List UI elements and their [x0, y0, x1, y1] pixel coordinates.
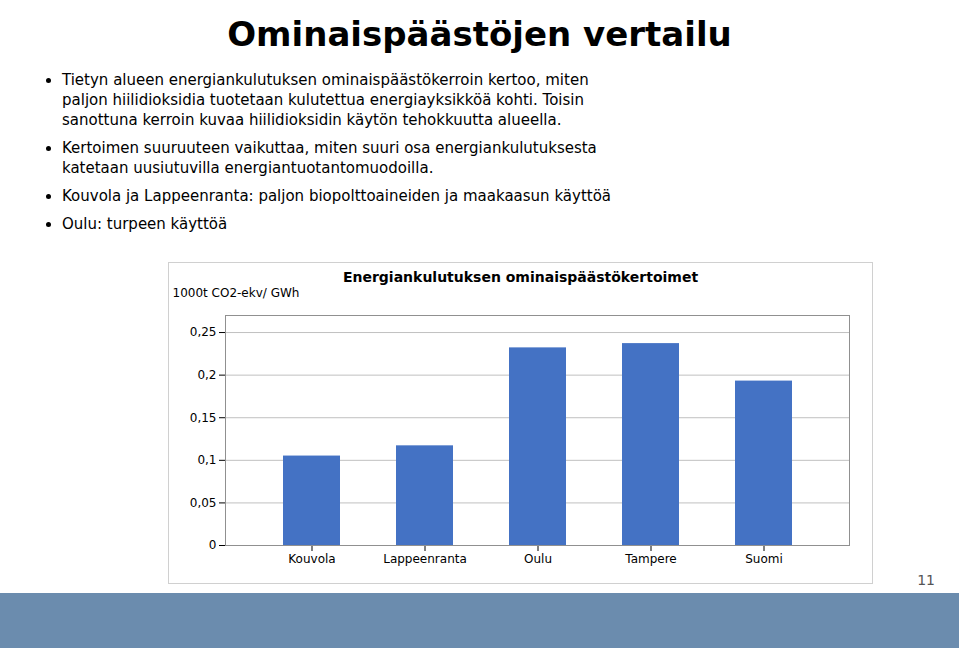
svg-text:0,25: 0,25 [190, 325, 217, 339]
svg-text:0,15: 0,15 [190, 411, 217, 425]
svg-text:0,2: 0,2 [197, 368, 216, 382]
html-text:Ominaispäästöjen vertailu: Ominaispäästöjen vertailu [227, 14, 732, 54]
svg-text:0: 0 [209, 538, 217, 552]
svg-text:Oulu: Oulu [524, 552, 552, 566]
html-text:Kouvola ja Lappeenranta: paljo: Kouvola ja Lappeenranta: paljon biopoltt… [62, 187, 611, 205]
html-text:Oulu: turpeen käyttöä: Oulu: turpeen käyttöä [62, 215, 228, 233]
html-text:11: 11 [917, 572, 935, 588]
html-text:Kertoimen suuruuteen vaikuttaa: Kertoimen suuruuteen vaikuttaa, miten su… [62, 139, 597, 177]
svg-text:Kouvola: Kouvola [288, 552, 335, 566]
svg-text:Lappeenranta: Lappeenranta [383, 552, 467, 566]
html-text:Energiankulutuksen ominaispääs: Energiankulutuksen ominaispäästökertoime… [342, 269, 699, 285]
svg-text:0,05: 0,05 [190, 496, 217, 510]
svg-text:Suomi: Suomi [745, 552, 783, 566]
svg-text:0,1: 0,1 [197, 453, 216, 467]
html-text:Tietyn alueen energiankulutuks: Tietyn alueen energiankulutuksen ominais… [62, 71, 589, 129]
svg-text:1000t CO2-ekv/ GWh: 1000t CO2-ekv/ GWh [173, 286, 300, 300]
svg-text:Tampere: Tampere [624, 552, 676, 566]
